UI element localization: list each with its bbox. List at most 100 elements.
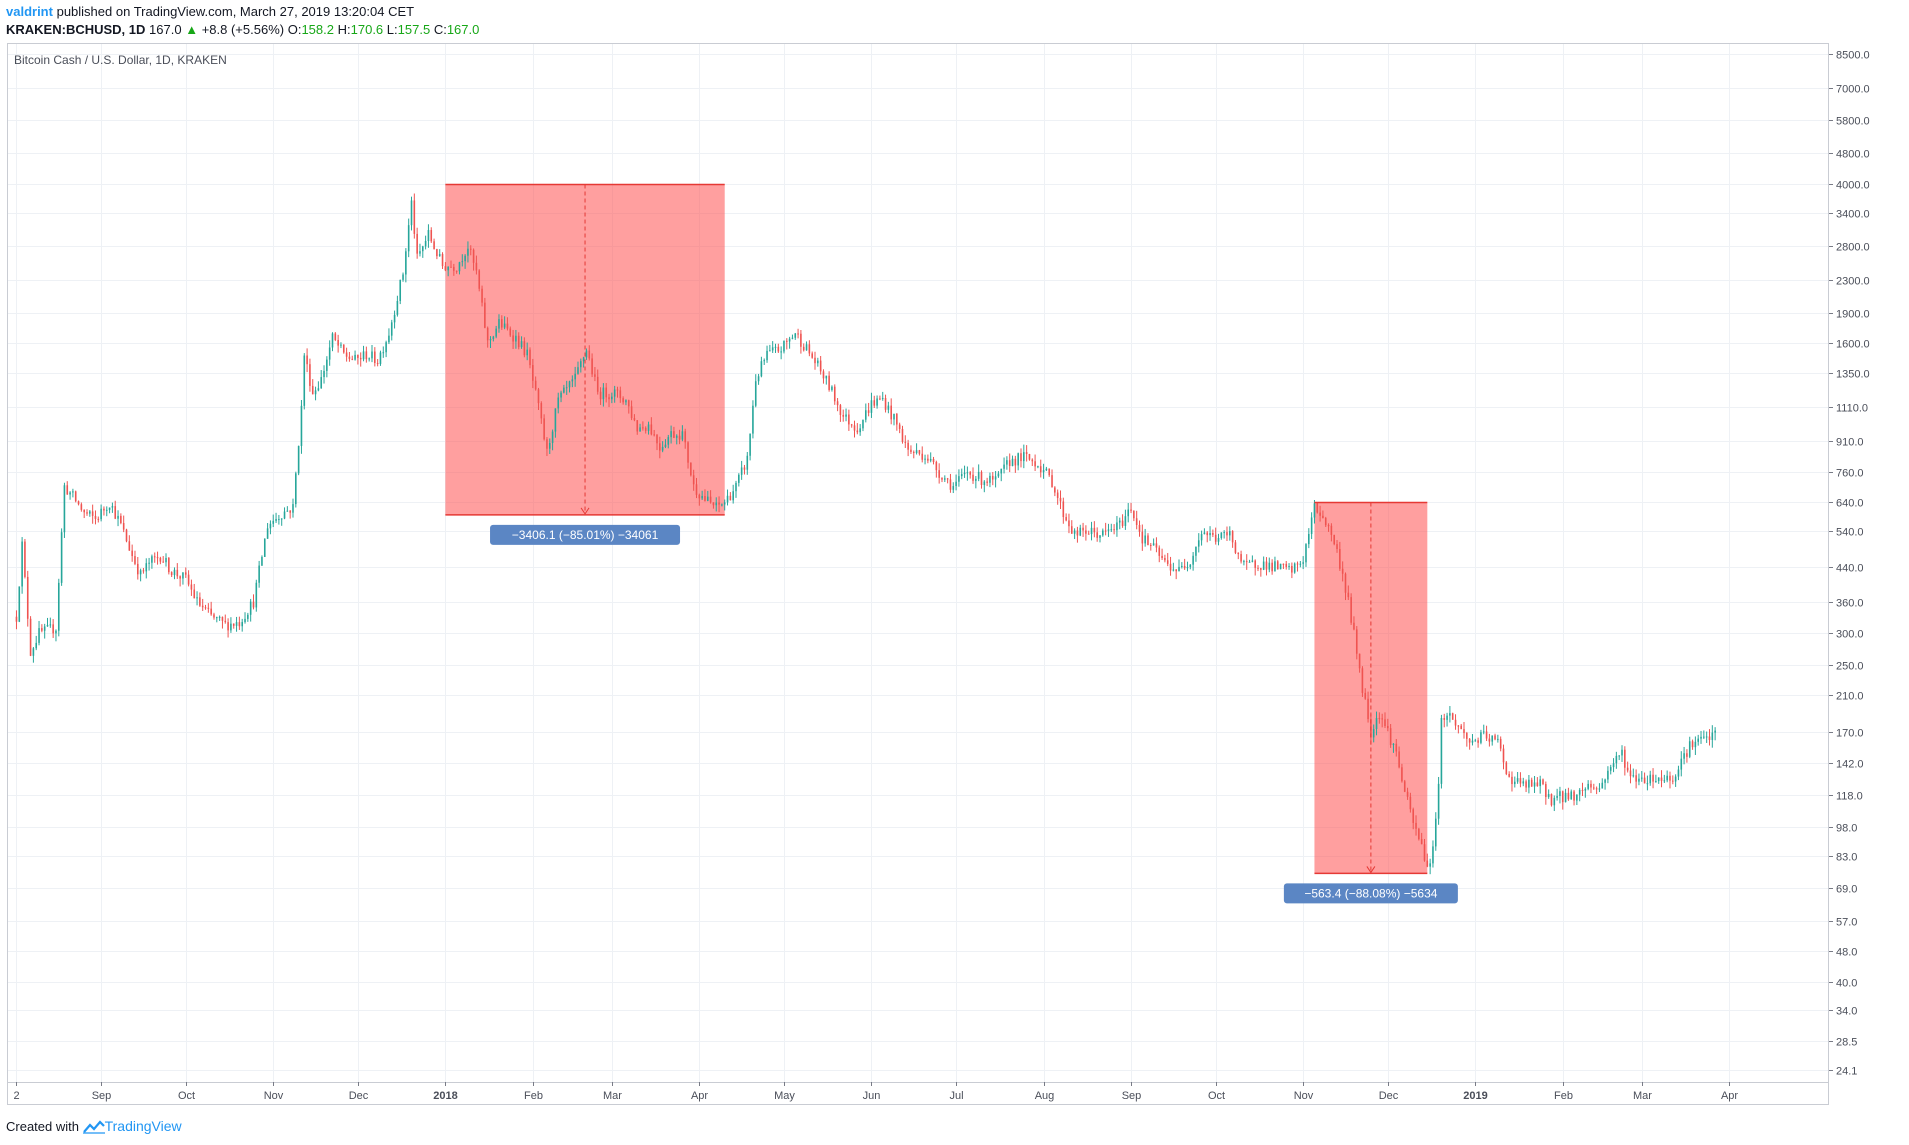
candle-body (1344, 573, 1347, 593)
candle-body (1598, 788, 1601, 790)
candle-body (105, 509, 108, 511)
price-chart[interactable]: −3406.1 (−85.01%) −34061 −563.4 (−88.08%)… (0, 0, 1909, 1110)
candle-body (608, 397, 610, 400)
candle-body (1262, 561, 1265, 570)
candle-body (1691, 741, 1694, 748)
candle-body (785, 340, 788, 342)
tradingview-brand-link[interactable]: TradingView (104, 1118, 182, 1134)
candle-body (1285, 563, 1288, 567)
candle-body (1175, 569, 1177, 572)
candle-body (43, 626, 46, 631)
candle-body (1347, 592, 1350, 598)
candle-body (873, 400, 876, 406)
range-label-box (1283, 883, 1458, 904)
candle-body (1714, 730, 1716, 733)
x-tick-label: Aug (1035, 1090, 1055, 1102)
candle-body (1166, 560, 1169, 564)
candle-body (120, 515, 122, 524)
candle-body (1403, 781, 1406, 792)
candle-body (1640, 777, 1643, 779)
candle-body (357, 354, 359, 358)
candle-body (1703, 736, 1705, 738)
candle-body (441, 254, 444, 267)
candle-body (261, 556, 263, 566)
x-tick-label: Apr (691, 1090, 708, 1102)
candle-body (1231, 531, 1234, 543)
candle-body (977, 471, 980, 479)
candle-body (1183, 565, 1186, 569)
candle-body (1697, 738, 1700, 742)
candle-body (864, 410, 867, 420)
candle-body (980, 471, 983, 485)
candle-body (139, 570, 142, 575)
candle-body (1389, 728, 1392, 746)
candle-body (1440, 718, 1443, 784)
candle-body (613, 389, 616, 397)
candle-body (323, 370, 325, 378)
candle-body (794, 333, 797, 338)
candle-body (182, 572, 184, 579)
candle-body (1364, 692, 1367, 699)
range-measure-lines: −3406.1 (−85.01%) −34061 −563.4 (−88.08%)… (445, 183, 1458, 904)
candle-body (193, 589, 196, 599)
candle-body (478, 270, 481, 289)
candle-body (1302, 562, 1304, 564)
candle-body (131, 550, 133, 557)
candle-body (1505, 762, 1508, 774)
candle-body (997, 473, 1000, 477)
candle-body (814, 357, 816, 364)
candle-body (571, 379, 574, 382)
candle-body (388, 335, 390, 343)
candle-body (249, 601, 252, 615)
candle-body (1401, 767, 1403, 782)
candle-body (1195, 546, 1197, 556)
candle-body (1350, 597, 1352, 623)
candle-body (1316, 503, 1319, 513)
candle-body (1466, 733, 1468, 739)
candle-body (218, 616, 221, 618)
candle-body (994, 476, 997, 480)
candle-body (850, 424, 853, 426)
y-tick-label: 34.0 (1836, 1006, 1857, 1018)
change-value: +8.8 (+5.56%) (201, 22, 285, 37)
candle-body (1203, 532, 1206, 535)
candle-body (1353, 622, 1355, 630)
candle-body (1243, 561, 1245, 563)
price-axis[interactable]: 8500.0 7000.0 5800.0 4800.0 4000.0 3400.0 2800… (1828, 44, 1870, 1104)
candle-body (1406, 791, 1409, 797)
y-tick-label: 142.0 (1836, 759, 1864, 771)
candle-body (650, 424, 653, 435)
x-tick-label: Dec (349, 1090, 369, 1102)
author-link[interactable]: valdrint (6, 4, 53, 19)
candle-body (168, 557, 170, 573)
candle-body (1434, 818, 1437, 847)
candle-body (1629, 770, 1632, 777)
candle-body (833, 386, 836, 402)
candle-body (766, 350, 768, 361)
candle-body (489, 339, 492, 341)
candle-body (986, 481, 988, 483)
candle-body (1559, 791, 1561, 797)
range-label-box (490, 524, 681, 545)
candle-body (472, 249, 475, 263)
candle-body (328, 347, 331, 360)
candle-body (1293, 563, 1296, 573)
candle-body (788, 338, 791, 342)
candle-body (1420, 839, 1423, 845)
time-axis[interactable]: 2 Sep Oct Nov Dec 2018 Feb Mar Apr May Jun Jul Aug Se… (8, 1082, 1828, 1102)
candle-body (738, 474, 740, 483)
candle-body (723, 502, 726, 505)
candle-body (670, 431, 672, 438)
candle-body (1042, 470, 1045, 473)
candle-body (179, 576, 181, 579)
candle-body (1604, 779, 1606, 783)
candle-body (1649, 774, 1652, 784)
candle-body (1124, 516, 1127, 526)
y-tick-label: 360.0 (1836, 598, 1864, 610)
candle-body (416, 233, 418, 254)
candle-body (1245, 561, 1248, 563)
x-tick-label: Feb (1554, 1090, 1573, 1102)
candle-body (498, 319, 500, 329)
candle-body (32, 648, 35, 656)
candle-body (836, 401, 839, 406)
